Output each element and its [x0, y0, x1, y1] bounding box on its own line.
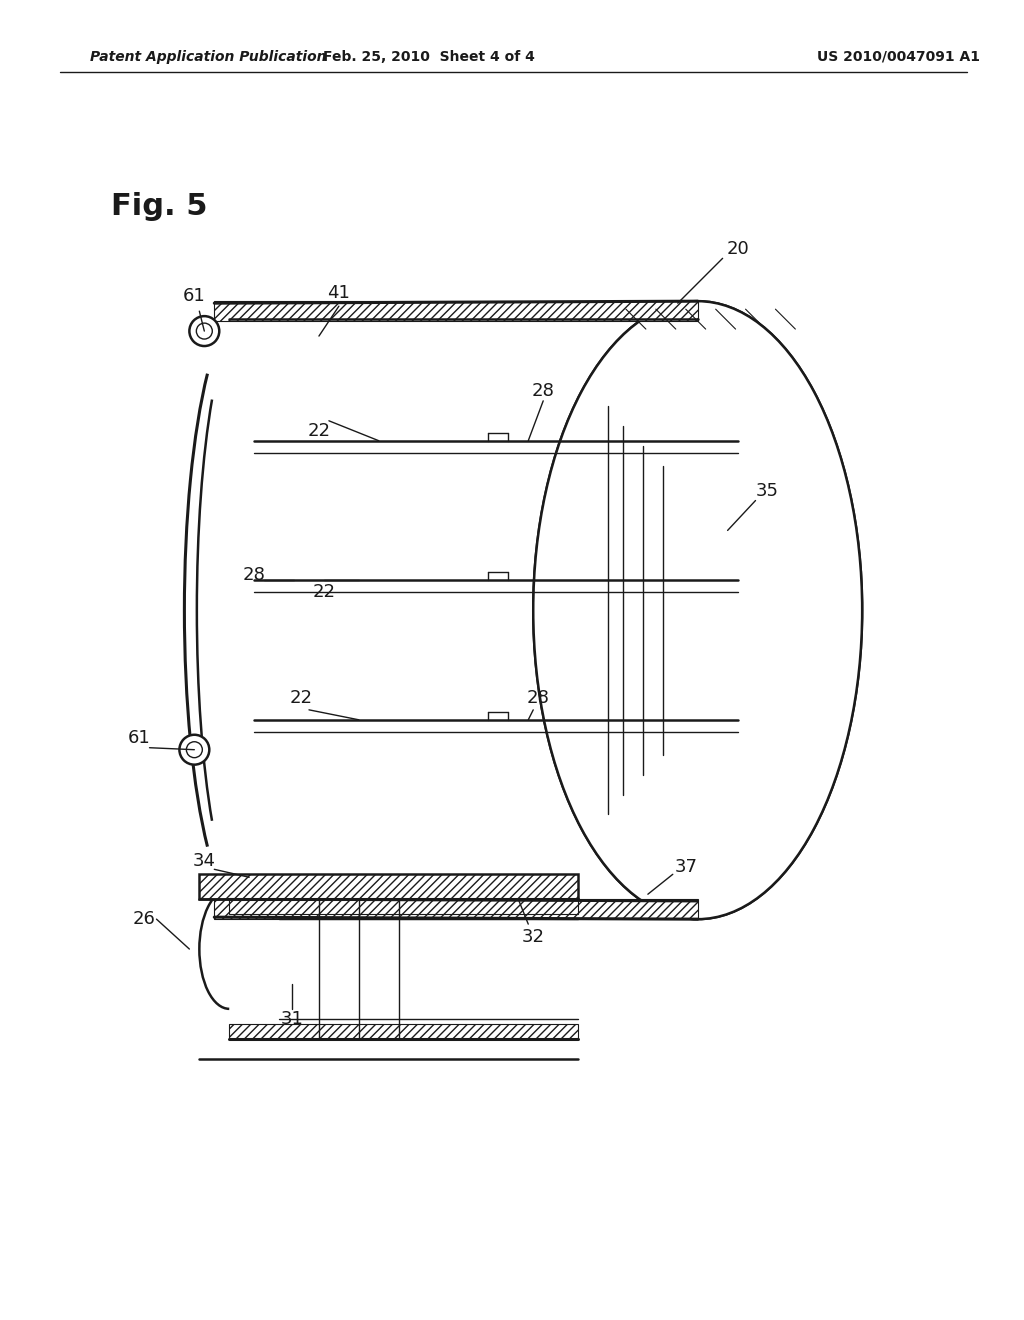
- Text: 26: 26: [133, 911, 156, 928]
- Circle shape: [186, 742, 203, 758]
- Ellipse shape: [588, 405, 807, 814]
- Text: 28: 28: [243, 566, 265, 585]
- Text: 28: 28: [526, 689, 550, 708]
- Ellipse shape: [534, 301, 862, 919]
- Circle shape: [189, 315, 219, 346]
- Text: 41: 41: [328, 284, 350, 302]
- Text: 37: 37: [674, 858, 697, 876]
- Text: Patent Application Publication: Patent Application Publication: [90, 50, 327, 63]
- Text: 32: 32: [522, 928, 545, 946]
- Text: 22: 22: [312, 583, 336, 601]
- Polygon shape: [200, 874, 579, 899]
- Text: 34: 34: [193, 853, 216, 870]
- Text: Fig. 5: Fig. 5: [112, 191, 208, 220]
- Text: 22: 22: [307, 422, 331, 440]
- Text: 61: 61: [128, 729, 151, 747]
- Ellipse shape: [534, 301, 862, 919]
- Text: 35: 35: [756, 482, 779, 499]
- Bar: [229, 1024, 579, 1039]
- Text: 20: 20: [726, 240, 749, 259]
- Text: 28: 28: [531, 381, 555, 400]
- Text: 61: 61: [183, 288, 206, 305]
- Bar: [214, 899, 697, 919]
- Bar: [229, 899, 579, 915]
- Text: 31: 31: [281, 1010, 303, 1028]
- Text: US 2010/0047091 A1: US 2010/0047091 A1: [817, 50, 980, 63]
- Text: 22: 22: [290, 689, 312, 708]
- Circle shape: [179, 735, 209, 764]
- Circle shape: [197, 323, 212, 339]
- Bar: [214, 301, 697, 321]
- Text: Feb. 25, 2010  Sheet 4 of 4: Feb. 25, 2010 Sheet 4 of 4: [323, 50, 535, 63]
